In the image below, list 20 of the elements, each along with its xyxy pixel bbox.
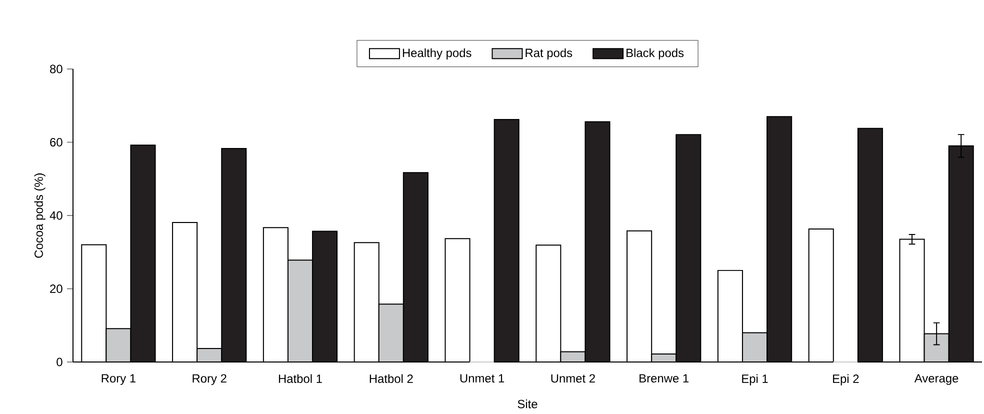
legend-label: Rat pods	[526, 48, 572, 60]
y-tick-label: 60	[50, 138, 62, 146]
y-axis-title: Cocoa pods (%)	[34, 173, 46, 258]
x-tick-label: Hatbol 1	[278, 374, 322, 383]
x-tick-label: Rory 1	[102, 374, 136, 385]
x-tick-label: Epi 2	[833, 374, 859, 386]
legend-label: Black pods	[626, 48, 684, 60]
y-tick-label: 0	[56, 358, 62, 366]
x-tick-label: Epi 1	[742, 374, 768, 386]
x-tick-label: Brenwe 1	[640, 374, 689, 383]
y-tick-label: 40	[50, 211, 62, 220]
legend-label: Healthy pods	[402, 48, 472, 60]
x-tick-label: Average	[914, 374, 958, 385]
x-tick-label: Hatbol 2	[370, 374, 413, 383]
y-tick-label: 80	[50, 64, 62, 74]
x-tick-label: Rory 2	[192, 374, 226, 386]
x-tick-label: Unmet 2	[551, 374, 595, 383]
y-tick-label: 20	[50, 284, 62, 293]
x-axis-title: Site	[518, 400, 538, 408]
x-tick-label: Unmet 1	[460, 374, 504, 383]
